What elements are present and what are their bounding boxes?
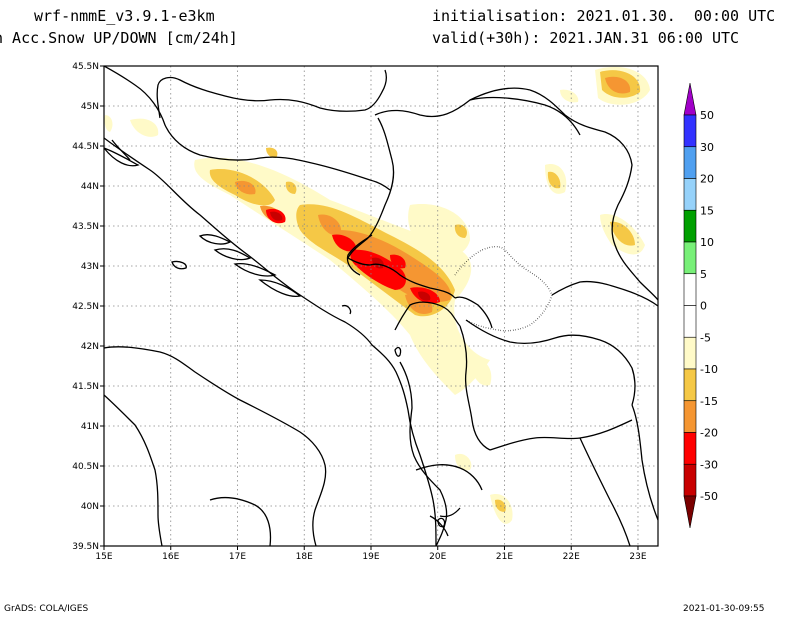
lat-tick-label: 44N [81, 182, 99, 192]
coastlines-borders [104, 66, 658, 546]
colorbar-swatch [683, 463, 697, 497]
colorbar-label: -20 [700, 427, 718, 440]
colorbar-label: -50 [700, 490, 718, 503]
lat-tick-label: 43.5N [72, 222, 99, 232]
colorbar-swatch [683, 368, 697, 402]
lat-tick-label: 45N [81, 102, 99, 112]
footer-timestamp: 2021-01-30-09:55 [683, 604, 765, 614]
colorbar-swatch [683, 241, 697, 275]
latitude-axis: 45.5N 45N 44.5N 44N 43.5N 43N 42.5N 42N 41.5N 41N… [72, 62, 104, 552]
colorbar-swatch [683, 146, 697, 179]
lon-tick-label: 19E [362, 552, 379, 562]
lon-tick-label: 23E [629, 552, 646, 562]
colorbar-label: -30 [700, 458, 718, 471]
lat-tick-label: 43N [81, 262, 99, 272]
colorbar-label: 10 [700, 236, 714, 249]
colorbar-label: -5 [700, 331, 711, 344]
lat-tick-label: 42N [81, 342, 99, 352]
colorbar-swatch [683, 432, 697, 465]
colorbar-label: 5 [700, 268, 707, 281]
colorbar-label: -15 [700, 395, 718, 408]
lon-tick-label: 17E [229, 552, 246, 562]
lon-tick-label: 22E [563, 552, 580, 562]
colorbar-swatch [683, 400, 697, 433]
lat-tick-label: 42.5N [72, 302, 99, 312]
footer-credit: GrADS: COLA/IGES [4, 604, 89, 614]
valid-time: valid(+30h): 2021.JAN.31 06:00 UTC [432, 29, 740, 47]
lon-tick-label: 18E [296, 552, 313, 562]
colorbar-bottom-arrow [683, 495, 697, 529]
snow-field [104, 66, 650, 524]
graticule [104, 66, 658, 546]
field-title: n Acc.Snow UP/DOWN [cm/24h] [0, 29, 238, 47]
lat-tick-label: 39.5N [72, 542, 99, 552]
lat-tick-label: 40.5N [72, 462, 99, 472]
lat-tick-label: 45.5N [72, 62, 99, 72]
lon-tick-label: 15E [95, 552, 112, 562]
colorbar-label: 30 [700, 141, 714, 154]
colorbar-swatch [683, 178, 697, 211]
colorbar-label: 50 [700, 109, 714, 122]
colorbar-swatch [683, 305, 697, 338]
map-frame [103, 65, 659, 547]
lon-tick-label: 20E [429, 552, 446, 562]
colorbar-swatch [683, 273, 697, 306]
lat-tick-label: 44.5N [72, 142, 99, 152]
colorbar-label: 0 [700, 300, 707, 313]
lat-tick-label: 40N [81, 502, 99, 512]
init-time: initialisation: 2021.01.30. 00:00 UTC [432, 7, 776, 25]
colorbar-top-arrow [683, 82, 697, 116]
colorbar-label: 15 [700, 204, 714, 217]
colorbar-swatch [683, 114, 697, 148]
colorbar-swatch [683, 209, 697, 243]
lat-tick-label: 41.5N [72, 382, 99, 392]
lat-tick-label: 41N [81, 422, 99, 432]
colorbar-label: -10 [700, 363, 718, 376]
colorbar-label: 20 [700, 173, 714, 186]
colorbar-swatch [683, 336, 697, 370]
lon-tick-label: 21E [496, 552, 513, 562]
longitude-axis: 15E 16E 17E 18E 19E 20E 21E 22E 23E [95, 546, 647, 562]
model-title: wrf-nmmE_v3.9.1-e3km [34, 7, 215, 25]
lon-tick-label: 16E [162, 552, 179, 562]
